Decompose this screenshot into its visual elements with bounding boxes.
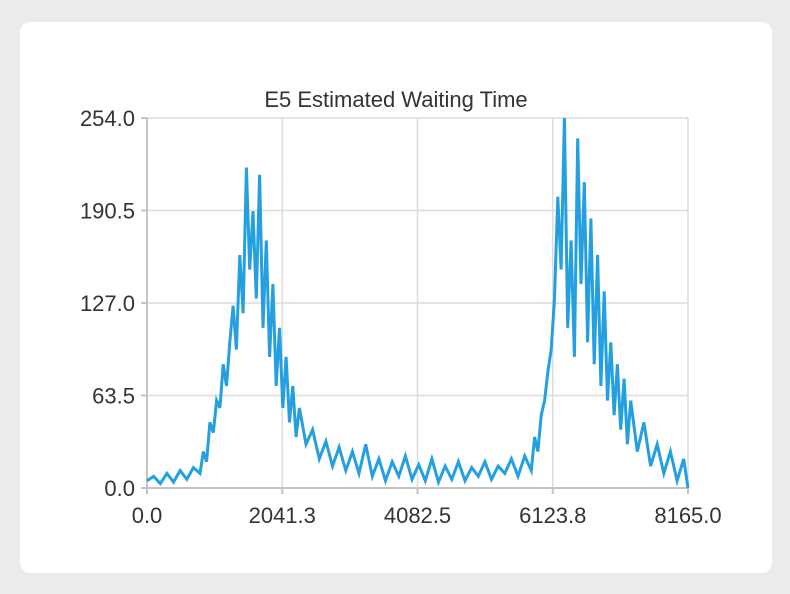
x-tick-label: 0.0	[132, 503, 163, 528]
chart-card: E5 Estimated Waiting Time	[20, 22, 772, 573]
chart-title: E5 Estimated Waiting Time	[264, 87, 528, 112]
y-tick-label: 63.5	[92, 384, 135, 409]
y-tick-label: 254.0	[80, 106, 135, 131]
y-tick-label: 0.0	[104, 476, 135, 501]
x-tick-label: 8165.0	[654, 503, 721, 528]
series-line	[146, 117, 690, 489]
y-tick-label: 127.0	[80, 291, 135, 316]
x-tick-label: 4082.5	[384, 503, 451, 528]
y-tick-label: 190.5	[80, 199, 135, 224]
x-tick-label: 2041.3	[249, 503, 316, 528]
x-tick-label: 6123.8	[519, 503, 586, 528]
